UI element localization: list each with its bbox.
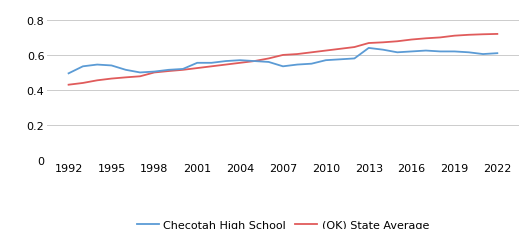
Checotah High School <box>166 69 172 72</box>
Checotah High School <box>180 68 186 71</box>
(OK) State Average <box>194 67 200 70</box>
Checotah High School <box>123 69 129 72</box>
Checotah High School <box>466 52 472 55</box>
Checotah High School <box>108 65 115 68</box>
(OK) State Average <box>66 84 72 87</box>
(OK) State Average <box>494 33 500 36</box>
(OK) State Average <box>337 48 343 51</box>
(OK) State Average <box>108 78 115 81</box>
(OK) State Average <box>408 39 414 42</box>
Checotah High School <box>80 66 86 68</box>
Checotah High School <box>366 47 372 50</box>
(OK) State Average <box>209 66 215 68</box>
Checotah High School <box>223 60 229 63</box>
(OK) State Average <box>80 82 86 85</box>
Checotah High School <box>408 51 414 54</box>
Checotah High School <box>337 59 343 61</box>
(OK) State Average <box>151 72 158 74</box>
Checotah High School <box>237 60 243 62</box>
Checotah High School <box>323 60 329 62</box>
(OK) State Average <box>466 34 472 37</box>
(OK) State Average <box>166 70 172 73</box>
Checotah High School <box>494 53 500 55</box>
(OK) State Average <box>137 76 143 78</box>
(OK) State Average <box>423 38 429 41</box>
(OK) State Average <box>451 35 457 38</box>
Legend: Checotah High School, (OK) State Average: Checotah High School, (OK) State Average <box>133 216 433 229</box>
(OK) State Average <box>294 53 300 56</box>
Checotah High School <box>309 63 315 66</box>
(OK) State Average <box>309 52 315 55</box>
(OK) State Average <box>266 58 272 60</box>
(OK) State Average <box>223 64 229 67</box>
Checotah High School <box>266 61 272 64</box>
Checotah High School <box>209 62 215 65</box>
(OK) State Average <box>251 60 257 63</box>
(OK) State Average <box>351 46 357 49</box>
Checotah High School <box>351 58 357 60</box>
(OK) State Average <box>237 62 243 65</box>
(OK) State Average <box>280 54 286 57</box>
Checotah High School <box>480 53 486 56</box>
Checotah High School <box>394 52 400 55</box>
(OK) State Average <box>180 69 186 72</box>
Checotah High School <box>137 72 143 74</box>
Checotah High School <box>423 50 429 53</box>
Checotah High School <box>294 64 300 67</box>
(OK) State Average <box>94 80 100 82</box>
Checotah High School <box>280 66 286 68</box>
(OK) State Average <box>437 37 443 40</box>
(OK) State Average <box>394 41 400 44</box>
(OK) State Average <box>366 42 372 45</box>
(OK) State Average <box>123 77 129 79</box>
Line: (OK) State Average: (OK) State Average <box>69 35 497 85</box>
Checotah High School <box>437 51 443 54</box>
Checotah High School <box>194 62 200 65</box>
Checotah High School <box>251 60 257 63</box>
Checotah High School <box>451 51 457 54</box>
(OK) State Average <box>323 50 329 53</box>
(OK) State Average <box>380 42 386 44</box>
Checotah High School <box>380 49 386 52</box>
Line: Checotah High School: Checotah High School <box>69 49 497 74</box>
Checotah High School <box>66 73 72 75</box>
(OK) State Average <box>480 34 486 36</box>
Checotah High School <box>94 64 100 67</box>
Checotah High School <box>151 71 158 74</box>
